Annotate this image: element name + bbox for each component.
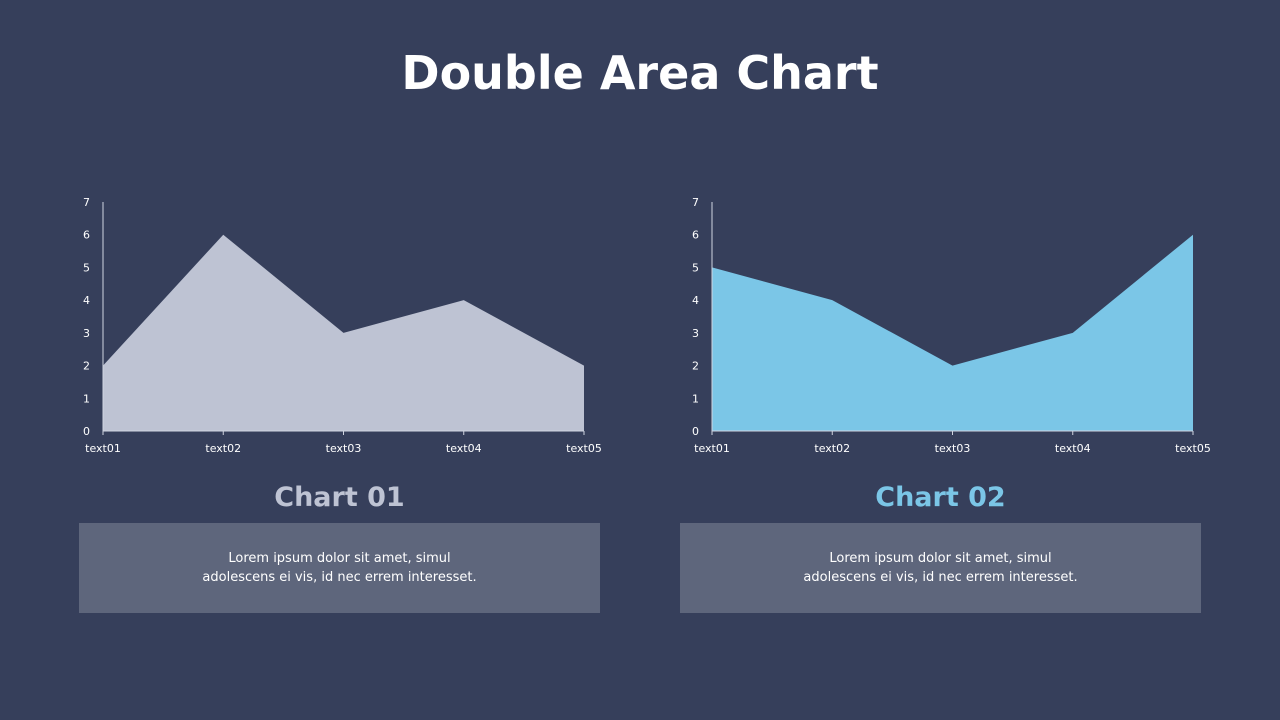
x-tick-label: text04 — [446, 442, 482, 455]
x-tick-label: text01 — [85, 442, 121, 455]
x-tick-label: text03 — [326, 442, 362, 455]
area-series — [712, 234, 1193, 431]
chart-02-description-line1: Lorem ipsum dolor sit amet, simul — [829, 551, 1052, 566]
y-tick-label: 3 — [83, 327, 90, 340]
y-tick-label: 4 — [692, 294, 699, 307]
x-tick-label: text01 — [694, 442, 730, 455]
x-tick-label: text02 — [205, 442, 241, 455]
y-tick-label: 1 — [692, 392, 699, 405]
chart-02-description-line2: adolescens ei vis, id nec errem interess… — [803, 570, 1078, 585]
y-tick-label: 5 — [692, 261, 699, 274]
y-tick-label: 7 — [83, 196, 90, 209]
y-tick-label: 7 — [692, 196, 699, 209]
y-tick-label: 2 — [692, 360, 699, 373]
y-tick-label: 0 — [83, 425, 90, 438]
y-tick-label: 2 — [83, 360, 90, 373]
page-title: Double Area Chart — [401, 46, 879, 100]
y-tick-label: 0 — [692, 425, 699, 438]
chart-02-label: Chart 02 — [875, 482, 1006, 513]
x-tick-label: text05 — [566, 442, 602, 455]
x-tick-label: text04 — [1055, 442, 1091, 455]
area-series — [103, 234, 584, 431]
y-tick-label: 6 — [692, 229, 699, 242]
y-tick-label: 6 — [83, 229, 90, 242]
y-tick-label: 4 — [83, 294, 90, 307]
y-tick-label: 5 — [83, 261, 90, 274]
chart-02-description-box: Lorem ipsum dolor sit amet, simul adoles… — [680, 523, 1201, 613]
area-chart-02: 0 1 2 3 4 5 6 7 text01 text02 text03 text04 text05 — [692, 196, 1211, 455]
chart-01-description-box: Lorem ipsum dolor sit amet, simul adoles… — [79, 523, 600, 613]
chart-01-description-line1: Lorem ipsum dolor sit amet, simul — [228, 551, 451, 566]
chart-01-label: Chart 01 — [274, 482, 405, 513]
y-tick-label: 3 — [692, 327, 699, 340]
chart-01-description-line2: adolescens ei vis, id nec errem interess… — [202, 570, 477, 585]
x-tick-label: text03 — [935, 442, 971, 455]
area-chart-01: 0 1 2 3 4 5 6 7 text01 text02 text03 text04 text05 — [83, 196, 602, 455]
x-tick-label: text02 — [814, 442, 850, 455]
y-tick-label: 1 — [83, 392, 90, 405]
x-tick-label: text05 — [1175, 442, 1211, 455]
